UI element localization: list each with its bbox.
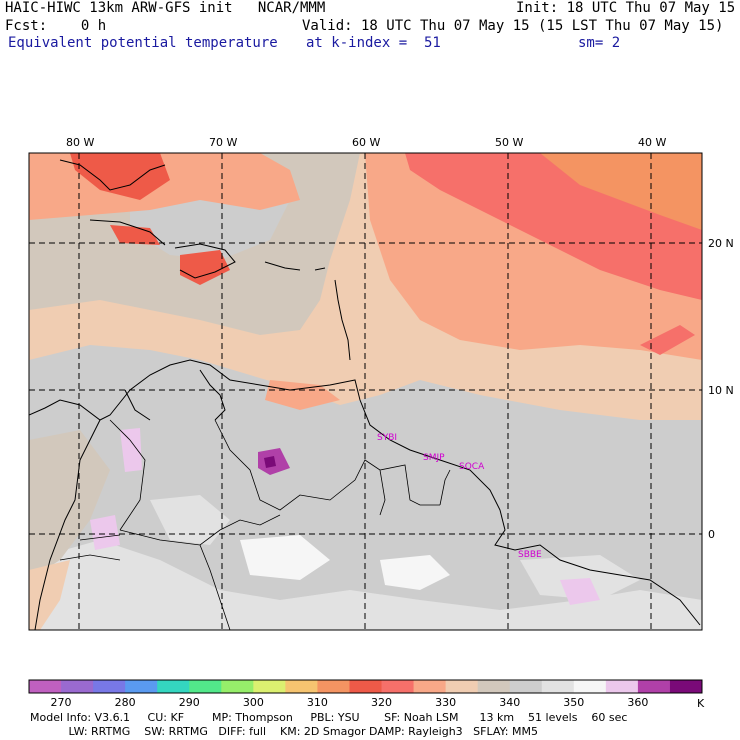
colorbar-tick-label: 330 [435,696,456,709]
colorbar-swatch [541,680,575,693]
colorbar-swatch [125,680,158,693]
colorbar-swatch [605,680,639,693]
colorbar-tick-label: 300 [243,696,264,709]
colorbar-swatch [221,680,254,693]
model-info-line-2: LW: RRTMG SW: RRTMG DIFF: full KM: 2D Sm… [30,725,538,738]
valid-time: Valid: 18 UTC Thu 07 May 15 (15 LST Thu … [302,18,724,34]
colorbar-swatch [157,680,190,693]
colorbar-swatch [61,680,94,693]
field-name: Equivalent potential temperature [8,35,278,51]
colorbar-swatch [189,680,222,693]
colorbar-tick-label: 350 [563,696,584,709]
colorbar-swatch [317,680,350,693]
theta-e-field [29,153,702,630]
station-label: SYBI [377,433,397,443]
lon-label: 40 W [638,136,666,149]
lat-label: 10 N [708,384,734,397]
colorbar-ticks: 270 280 290 300 310 320 330 340 350 360 [51,696,649,709]
model-title: HAIC-HIWC 13km ARW-GFS init NCAR/MMM [5,0,326,16]
colorbar-tick-label: 340 [499,696,520,709]
lon-label: 50 W [495,136,523,149]
station-label: SMJP [423,453,445,463]
borders [59,419,451,630]
colorbar-swatch [477,680,511,693]
init-time: Init: 18 UTC Thu 07 May 15 [516,0,736,16]
colorbar-swatch [445,680,479,693]
colorbar-swatch [669,680,703,693]
latlon-grid [29,153,702,630]
colorbar-tick-label: 360 [627,696,648,709]
colorbar-unit: K [697,697,705,710]
colorbar-swatch [93,680,126,693]
map-frame [28,152,703,631]
station-label: SBBE [518,550,542,560]
lat-label: 0 [708,528,715,541]
colorbar-tick-label: 290 [179,696,200,709]
station-label: SOCA [459,462,485,472]
colorbar [29,680,703,693]
colorbar-tick-label: 280 [115,696,136,709]
lon-label: 70 W [209,136,237,149]
lon-label: 60 W [352,136,380,149]
colorbar-swatch [253,680,286,693]
colorbar-tick-label: 320 [371,696,392,709]
lat-label: 20 N [708,237,734,250]
colorbar-swatch [381,680,415,693]
colorbar-frame [28,679,703,694]
colorbar-swatch [349,680,383,693]
colorbar-swatch [29,680,62,693]
model-info-line-1: Model Info: V3.6.1 CU: KF MP: Thompson P… [30,711,628,724]
colorbar-tick-label: 310 [307,696,328,709]
colorbar-tick-label: 270 [51,696,72,709]
colorbar-swatch [413,680,447,693]
colorbar-swatch [637,680,671,693]
colorbar-swatch [509,680,543,693]
colorbar-swatch [285,680,318,693]
coastlines [29,159,701,630]
level-index: at k-index = 51 [306,35,441,51]
smoothing: sm= 2 [578,35,621,51]
forecast-hour: Fcst: 0 h [5,18,107,34]
lon-label: 80 W [66,136,94,149]
colorbar-swatch [573,680,607,693]
